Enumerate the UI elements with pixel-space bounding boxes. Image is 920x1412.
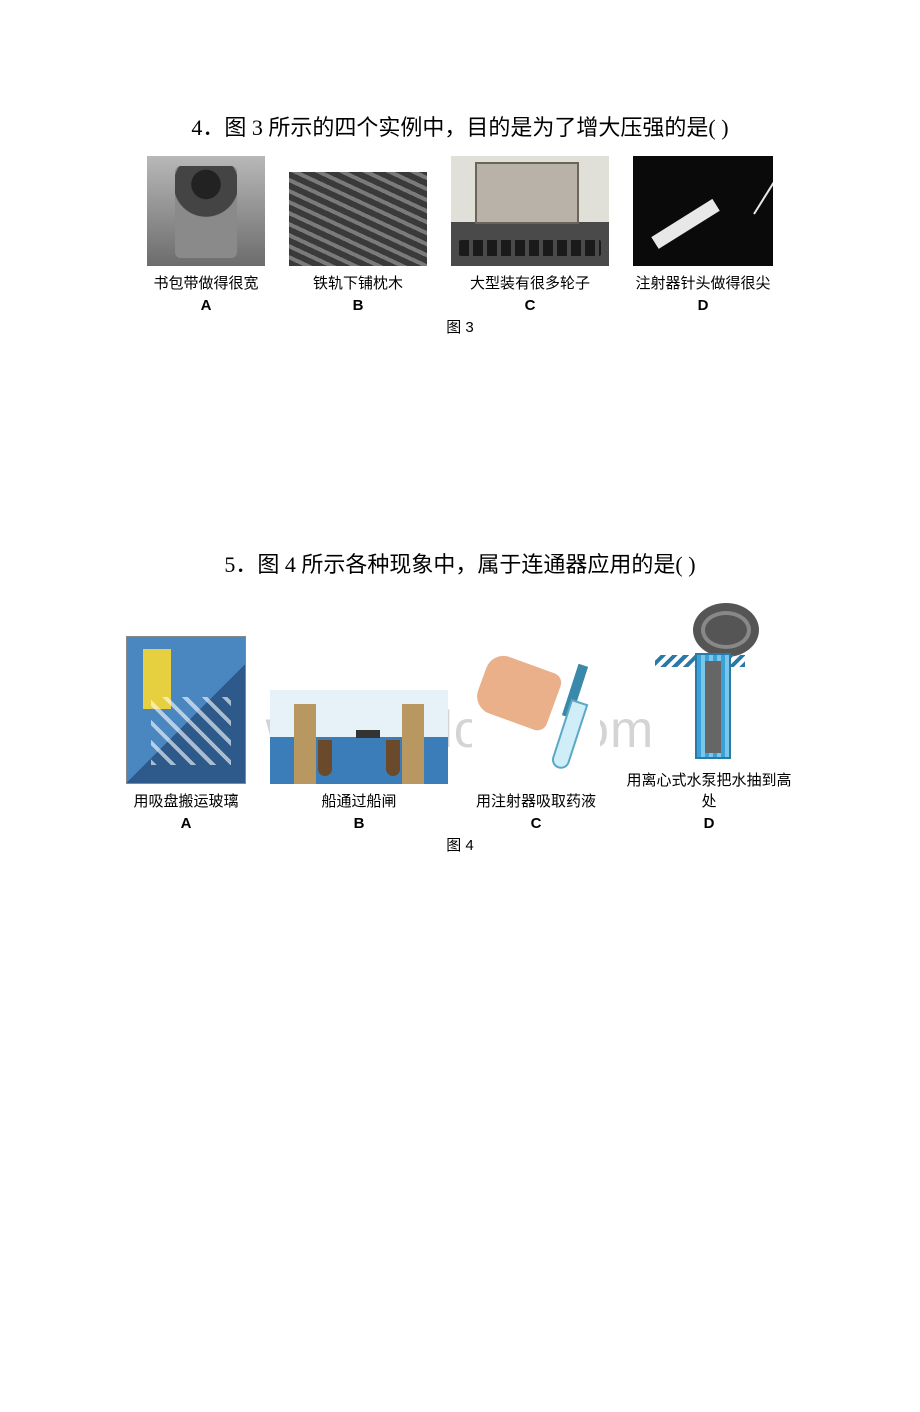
syringe-draw-image: [472, 652, 600, 784]
q4-letter-b: B: [353, 297, 364, 314]
q4-letter-d: D: [698, 297, 709, 314]
centrifugal-pump-image: [655, 603, 763, 763]
q4-caption-d: 注射器针头做得很尖: [635, 272, 770, 293]
question-5-text: 5．图 4 所示各种现象中，属于连通器应用的是( ): [0, 547, 920, 579]
many-wheels-truck-image: [451, 156, 609, 266]
lock-wall-right: [402, 704, 424, 784]
lock-ship: [356, 730, 380, 738]
q5-option-a: 用吸盘搬运玻璃 A: [126, 636, 246, 832]
q5-letter-a: A: [181, 815, 192, 832]
q5-caption-a: 用吸盘搬运玻璃: [133, 790, 238, 811]
q4-letter-c: C: [525, 297, 536, 314]
q5-option-d: 用离心式水泵把水抽到高处 D: [624, 603, 794, 832]
q4-option-d: 注射器针头做得很尖 D: [633, 156, 773, 314]
q5-caption-b: 船通过船闸: [321, 790, 396, 811]
lock-well-left: [318, 740, 332, 776]
q5-letter-b: B: [354, 815, 365, 832]
q5-option-c: 用注射器吸取药液 C: [472, 652, 600, 832]
lock-well-right: [386, 740, 400, 776]
q4-letter-a: A: [201, 297, 212, 314]
syringe-needle-image: [633, 156, 773, 266]
figure-4-row: 用吸盘搬运玻璃 A 船通过船闸 B 用注射器吸取药液 C 用: [0, 603, 920, 832]
q5-caption-d: 用离心式水泵把水抽到高处: [624, 769, 794, 811]
suction-cup-glass-image: [126, 636, 246, 784]
q4-caption-c: 大型装有很多轮子: [470, 272, 590, 293]
question-4-text: 4．图 3 所示的四个实例中，目的是为了增大压强的是( ): [0, 110, 920, 142]
syringe-tube: [550, 699, 589, 771]
q4-option-c: 大型装有很多轮子 C: [451, 156, 609, 314]
backpack-strap-image: [147, 156, 265, 266]
lock-wall-left: [294, 704, 316, 784]
q5-letter-d: D: [704, 815, 715, 832]
q5-letter-c: C: [531, 815, 542, 832]
pump-inner-pipe: [705, 661, 721, 753]
figure-4-label: 图 4: [0, 834, 920, 855]
q5-caption-c: 用注射器吸取药液: [476, 790, 596, 811]
figure-3-row: 书包带做得很宽 A 铁轨下铺枕木 B 大型装有很多轮子 C 注射器针头做得很尖 …: [0, 156, 920, 314]
pump-body: [693, 603, 759, 657]
q4-caption-b: 铁轨下铺枕木: [313, 272, 403, 293]
figure-3-label: 图 3: [0, 316, 920, 337]
q5-option-b: 船通过船闸 B: [270, 690, 448, 832]
q4-option-a: 书包带做得很宽 A: [147, 156, 265, 314]
rail-sleepers-image: [289, 172, 427, 266]
syringe-hand: [472, 652, 564, 733]
q4-option-b: 铁轨下铺枕木 B: [289, 172, 427, 314]
q4-caption-a: 书包带做得很宽: [153, 272, 258, 293]
ship-lock-image: [270, 690, 448, 784]
